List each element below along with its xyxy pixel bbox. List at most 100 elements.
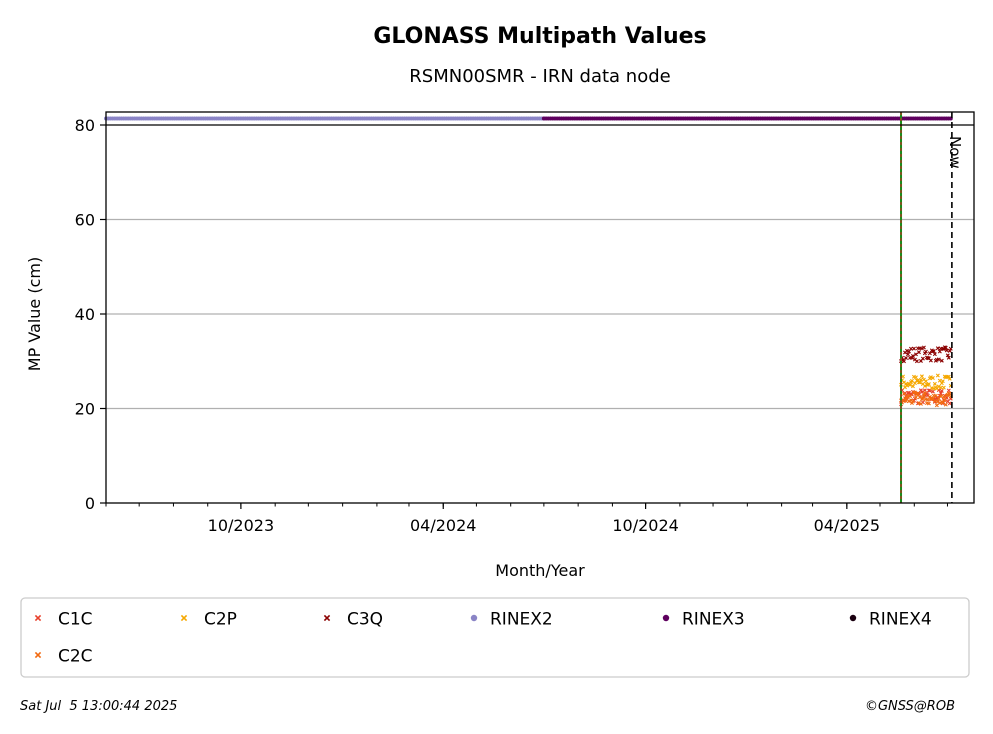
legend-marker-c1c: [34, 614, 42, 622]
point-c2c: [906, 399, 911, 404]
point-c2p: [907, 382, 912, 387]
point-c1c: [947, 401, 952, 406]
point-c2c: [922, 391, 927, 396]
legend-marker-c3q: [323, 614, 331, 622]
legend-marker-rinex2: [470, 614, 478, 622]
point-c2c: [904, 399, 908, 404]
point-c3q: [937, 349, 942, 354]
point-c3q: [936, 357, 941, 362]
point-c2c: [925, 397, 930, 402]
point-c2p: [923, 379, 928, 384]
point-c3q: [928, 358, 933, 363]
footer-credit: ©GNSS@ROB: [865, 699, 955, 714]
point-c1c: [930, 389, 935, 394]
point-c2c: [942, 397, 947, 402]
point-c3q: [919, 346, 924, 351]
legend-label-rinex4: RINEX4: [869, 610, 932, 630]
legend-marker-c2p: [180, 614, 188, 622]
point-c2p: [947, 376, 952, 381]
point-c2c: [943, 402, 948, 407]
point-c2c: [937, 400, 942, 405]
point-c3q: [930, 349, 935, 354]
point-c2c: [938, 394, 943, 399]
point-c3q: [925, 356, 930, 361]
point-c2c: [921, 393, 926, 398]
y-tick-label: 0: [85, 494, 95, 513]
legend-label-c2c: C2C: [58, 647, 93, 667]
grid: [106, 218, 974, 410]
point-c3q: [944, 348, 949, 353]
point-c2p: [939, 381, 944, 386]
point-c2c: [946, 391, 951, 396]
now-label: Now: [946, 136, 964, 169]
legend-label-rinex3: RINEX3: [682, 610, 745, 630]
point-c2c: [920, 396, 925, 401]
y-axis-label: MP Value (cm): [25, 257, 44, 371]
point-c2c: [933, 393, 938, 398]
point-c2c: [910, 399, 915, 404]
point-c1c: [946, 388, 951, 393]
point-c2p: [930, 375, 935, 380]
point-c3q: [902, 359, 906, 364]
legend-box: [20, 597, 970, 678]
point-c1c: [932, 399, 937, 404]
point-c2p: [941, 385, 946, 390]
point-c1c: [919, 390, 924, 395]
point-c3q: [935, 346, 940, 351]
y-tick-label: 40: [75, 305, 95, 324]
point-c3q: [909, 355, 914, 360]
legend-label-c2p: C2P: [204, 610, 237, 630]
point-c2p: [936, 384, 941, 389]
point-c2p: [913, 375, 918, 380]
marker-lines: [900, 112, 953, 503]
y-axis: 0 20 40 60 80: [75, 116, 106, 513]
point-c2c: [913, 395, 918, 400]
x-tick-label: 04/2025: [814, 516, 880, 535]
point-c3q: [923, 349, 928, 354]
point-c3q: [905, 352, 910, 357]
point-c2c: [941, 394, 946, 399]
point-c3q: [946, 355, 951, 360]
point-c2c: [907, 394, 912, 399]
point-c2c: [932, 398, 937, 403]
legend-marker-rinex4: [849, 614, 857, 622]
point-c2p: [940, 379, 945, 384]
point-c2c: [918, 401, 923, 406]
point-c1c: [939, 388, 944, 393]
point-c2c: [911, 390, 916, 395]
footer-timestamp: Sat Jul 5 13:00:44 2025: [20, 699, 177, 714]
point-c2c: [947, 391, 952, 396]
chart-subtitle: RSMN00SMR - IRN data node: [409, 66, 670, 87]
point-c2p: [946, 374, 951, 379]
point-c3q: [921, 345, 926, 350]
point-c3q: [927, 351, 932, 356]
point-c2p: [926, 382, 931, 387]
point-c1c: [905, 390, 910, 395]
point-c1c: [906, 390, 911, 395]
y-tick-label: 20: [75, 400, 95, 419]
point-c2p: [932, 381, 937, 386]
point-c1c: [926, 388, 931, 393]
x-tick-label: 10/2023: [208, 516, 274, 535]
legend-label-c1c: C1C: [58, 610, 93, 630]
legend-label-rinex2: RINEX2: [490, 610, 553, 630]
point-c3q: [945, 353, 950, 358]
y-tick-label: 80: [75, 116, 95, 135]
legend-label-c3q: C3Q: [347, 610, 383, 630]
point-c2c: [915, 391, 920, 396]
x-tick-label: 04/2024: [410, 516, 476, 535]
x-tick-label: 10/2024: [612, 516, 678, 535]
point-c3q: [911, 346, 916, 351]
point-c2p: [910, 384, 915, 389]
legend-marker-c2c: [34, 651, 42, 659]
data-points: [899, 345, 953, 408]
point-c3q: [910, 353, 915, 358]
point-c3q: [920, 356, 925, 361]
availability-strip: [104, 116, 953, 121]
point-c2c: [926, 401, 931, 406]
point-c2p: [935, 373, 940, 378]
legend-marker-rinex3: [662, 614, 670, 622]
point-c3q: [943, 345, 948, 350]
point-c3q: [939, 358, 944, 363]
point-c3q: [947, 348, 952, 353]
